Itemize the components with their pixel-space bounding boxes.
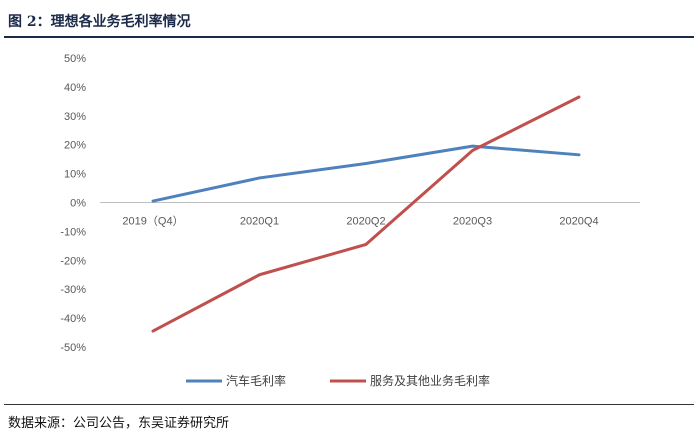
y-tick-label: -20% [60, 255, 86, 267]
x-tick-label: 2020Q1 [240, 216, 279, 228]
x-tick-label: 2019（Q4） [122, 215, 183, 228]
y-tick-label: -40% [60, 313, 86, 325]
source-divider [4, 404, 694, 405]
series-line-2 [151, 95, 581, 333]
y-tick-label: -50% [60, 342, 86, 354]
x-tick-label: 2020Q4 [559, 216, 598, 228]
y-tick-label: -30% [60, 284, 86, 296]
gross-margin-line-chart: 50% 40% 30% 20% 10% 0% -10% -20% -30% -40% -50% 20… [60, 53, 640, 388]
y-tick-label: 0% [70, 198, 86, 210]
y-tick-label: 10% [64, 169, 86, 181]
x-tick-label: 2020Q2 [346, 216, 385, 228]
legend: 汽车毛利率 服务及其他业务毛利率 [186, 373, 490, 388]
y-tick-label: 50% [64, 53, 86, 65]
legend-label: 汽车毛利率 [226, 373, 286, 388]
y-tick-label: 20% [64, 140, 86, 152]
x-axis-ticks: 2019（Q4） 2020Q1 2020Q2 2020Q3 2020Q4 [122, 215, 598, 228]
y-tick-label: -10% [60, 226, 86, 238]
series-line-1 [151, 144, 581, 203]
y-axis-ticks: 50% 40% 30% 20% 10% 0% -10% -20% -30% -40% -50% [60, 53, 86, 354]
x-tick-label: 2020Q3 [453, 216, 492, 228]
figure-title: 图 2：理想各业务毛利率情况 [8, 14, 191, 30]
source-note: 数据来源：公司公告，东吴证券研究所 [8, 416, 230, 431]
legend-label: 服务及其他业务毛利率 [370, 373, 490, 388]
title-divider [4, 36, 694, 38]
y-tick-label: 40% [64, 82, 86, 94]
y-tick-label: 30% [64, 111, 86, 123]
series-lines [151, 95, 581, 333]
